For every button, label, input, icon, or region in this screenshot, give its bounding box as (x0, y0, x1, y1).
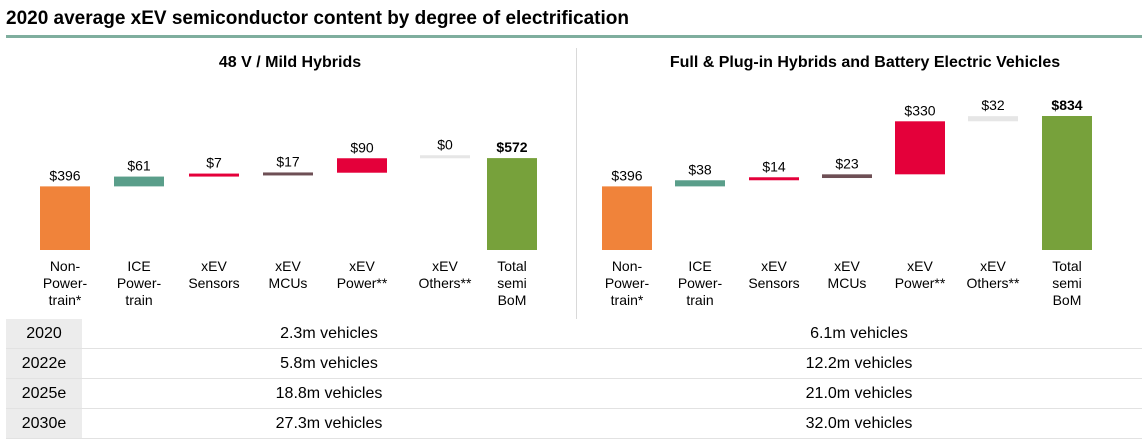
category-label: xEV Power** (337, 258, 388, 291)
title-rule (6, 35, 1142, 38)
data-label: $834 (1051, 97, 1082, 113)
bar-mild-2 (189, 173, 239, 177)
cell-full-hybrid-volume: 6.1m vehicles (810, 325, 908, 342)
bar-full-3 (822, 174, 872, 179)
data-label: $7 (206, 155, 222, 171)
bar-mild-4 (337, 158, 387, 173)
data-label: $396 (611, 167, 642, 183)
table-row: 2022e 5.8m vehicles 12.2m vehicles (6, 349, 1142, 379)
category-label: xEV MCUs (269, 258, 308, 291)
data-label: $572 (496, 139, 527, 155)
cell-mild-hybrid-volume: 18.8m vehicles (275, 385, 383, 402)
category-label: xEV Power** (895, 258, 946, 291)
row-year-label: 2025e (6, 379, 82, 408)
data-label: $23 (835, 155, 859, 171)
bar-full-0 (602, 186, 652, 250)
cell-full-hybrid-volume: 12.2m vehicles (805, 355, 913, 372)
bar-mild-1 (114, 176, 164, 187)
category-label: xEV Others** (419, 258, 472, 291)
waterfall-charts: $396 Non-Power-train* $61 ICE Power-train $7 x… (40, 97, 1092, 308)
category-label: Non-Power-train* (605, 258, 650, 308)
category-label: Total semi BoM (1052, 258, 1082, 308)
data-label: $17 (276, 153, 300, 169)
category-label: Non-Power-train* (43, 258, 88, 308)
panel-title-mild-hybrids: 48 V / Mild Hybrids (218, 54, 362, 71)
table-row: 2030e 27.3m vehicles 32.0m vehicles (6, 409, 1142, 439)
bar-full-2 (749, 177, 799, 181)
row-year-label: 2020 (6, 319, 82, 348)
table-row: 2020 2.3m vehicles 6.1m vehicles (6, 319, 1142, 349)
data-label: $330 (904, 102, 935, 118)
panel-divider (576, 48, 577, 322)
data-label: $396 (49, 167, 80, 183)
panel-title-full-hybrids-bev: Full & Plug-in Hybrids and Battery Elect… (669, 54, 1061, 71)
cell-mild-hybrid-volume: 2.3m vehicles (280, 325, 378, 342)
row-year-label: 2030e (6, 409, 82, 438)
category-label: ICE Power-train (678, 258, 723, 308)
bar-mild-5 (420, 155, 470, 159)
bar-mild-6 (487, 158, 537, 250)
data-label: $14 (762, 158, 786, 174)
row-year-label: 2022e (6, 349, 82, 378)
bar-mild-3 (263, 172, 313, 176)
data-label: $38 (688, 161, 712, 177)
cell-mild-hybrid-volume: 27.3m vehicles (275, 415, 383, 432)
data-label: $32 (981, 97, 1005, 113)
chart-title: 2020 average xEV semiconductor content b… (6, 8, 629, 29)
data-label: $61 (127, 158, 151, 174)
category-label: ICE Power-train (117, 258, 162, 308)
cell-full-hybrid-volume: 21.0m vehicles (805, 385, 913, 402)
category-label: xEV Sensors (188, 258, 239, 291)
data-label: $90 (350, 139, 374, 155)
category-label: xEV Others** (967, 258, 1020, 291)
bar-full-6 (1042, 116, 1092, 250)
table-row: 2025e 18.8m vehicles 21.0m vehicles (6, 379, 1142, 409)
bar-mild-0 (40, 186, 90, 250)
data-label: $0 (437, 136, 453, 152)
bar-full-4 (895, 121, 945, 175)
category-label: Total semi BoM (497, 258, 527, 308)
vehicle-volume-table: 2020 2.3m vehicles 6.1m vehicles 2022e 5… (6, 319, 1142, 439)
bar-full-1 (675, 180, 725, 187)
category-label: xEV MCUs (828, 258, 867, 291)
category-label: xEV Sensors (748, 258, 799, 291)
cell-full-hybrid-volume: 32.0m vehicles (805, 415, 913, 432)
bar-full-5 (968, 116, 1018, 122)
cell-mild-hybrid-volume: 5.8m vehicles (280, 355, 378, 372)
